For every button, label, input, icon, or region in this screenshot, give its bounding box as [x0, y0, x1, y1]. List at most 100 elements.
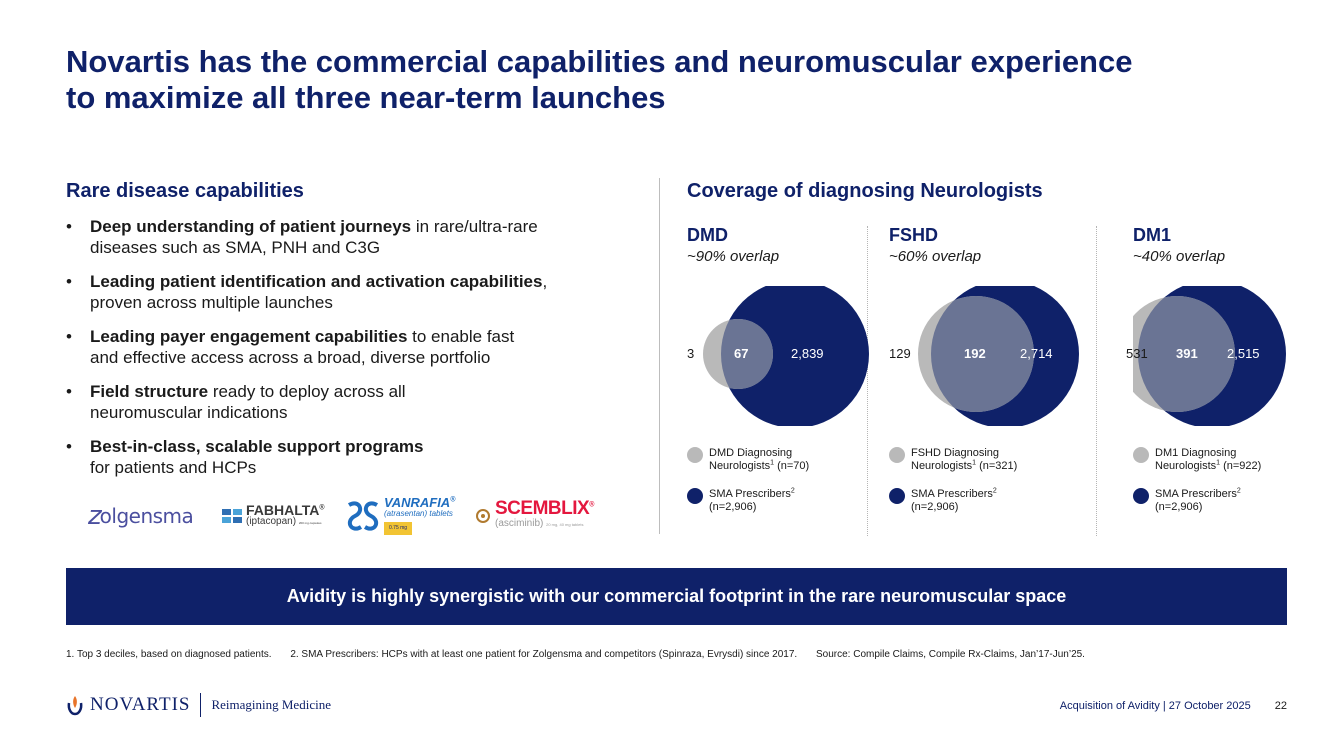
dmd-sma-only-count: 2,839 [791, 346, 824, 361]
bullet-dot: • [66, 327, 72, 346]
fshd-column: FSHD ~60% overlap 129 192 2,714 FSHD Dia… [889, 224, 1109, 544]
rare-disease-heading: Rare disease capabilities [66, 180, 304, 202]
dm1-column: DM1 ~40% overlap 531 391 2,515 DM1 Diagn… [1126, 224, 1333, 544]
fabhalta-logo: FABHALTA® (iptacopan) 200 mg capsules [222, 494, 332, 538]
novartis-flame-icon [67, 696, 83, 716]
legend-count: (n=922) [1220, 460, 1262, 472]
scemblix-generic: (asciminib) [495, 517, 544, 529]
legend-footnote-ref: 1 [770, 459, 775, 467]
event-label: Acquisition of Avidity | 27 October 2025 [1059, 700, 1251, 712]
legend-label: DM1 Diagnosing [1155, 447, 1237, 459]
capability-item: • Deep understanding of patient journeys… [66, 216, 626, 258]
column-divider [1096, 226, 1097, 536]
dm1-overlap-count: 391 [1176, 346, 1198, 361]
section-divider [659, 178, 660, 534]
legend-footnote-ref: 1 [1216, 459, 1221, 467]
scemblix-reg: ® [589, 501, 594, 509]
fshd-venn-diagram [918, 286, 1079, 426]
legend-label: SMA Prescribers [1155, 488, 1237, 500]
capability-bold: Leading patient identification and activ… [90, 272, 543, 291]
scemblix-name: SCEMBLIX [495, 497, 590, 519]
dm1-venn-diagram [1133, 286, 1286, 426]
legend-label: Neurologists [1155, 460, 1217, 472]
page-title-line-2: to maximize all three near-term launches [66, 80, 666, 115]
column-divider [867, 226, 868, 536]
fabhalta-reg: ® [319, 503, 325, 511]
legend-count: (n=2,906) [709, 501, 757, 513]
coverage-heading: Coverage of diagnosing Neurologists [687, 180, 1043, 202]
fshd-only-count: 129 [889, 346, 911, 361]
legend-count: (n=70) [774, 460, 810, 472]
bullet-dot: • [66, 382, 72, 401]
capability-item: • Field structure ready to deploy across… [66, 381, 626, 423]
bullet-dot: • [66, 272, 72, 291]
capability-text-line-2: and effective access across a broad, div… [90, 348, 491, 367]
scemblix-logo: SCEMBLIX® (asciminib) 20 mg, 40 mg table… [476, 494, 601, 538]
legend-navy-swatch [889, 488, 905, 504]
dm1-title: DM1 [1133, 225, 1172, 245]
legend-label: DMD Diagnosing [709, 447, 793, 459]
footnotes: 1. Top 3 deciles, based on diagnosed pat… [66, 649, 1101, 660]
zolgensma-logo: z olgensma [88, 494, 206, 538]
legend-grey-swatch [687, 447, 703, 463]
dmd-overlap-count: 67 [734, 346, 749, 361]
legend-count: (n=2,906) [1155, 501, 1203, 513]
fshd-sma-only-count: 2,714 [1020, 346, 1053, 361]
fabhalta-generic: (iptacopan) [246, 515, 297, 527]
fabhalta-mark-icon [222, 509, 242, 523]
capability-text-line-2: diseases such as SMA, PNH and C3G [90, 238, 381, 257]
legend-count: (n=2,906) [911, 501, 959, 513]
capability-text-line-2: for patients and HCPs [90, 458, 257, 477]
vanrafia-name: VANRAFIA [384, 495, 451, 510]
dmd-venn-diagram [703, 286, 869, 426]
scemblix-mark-icon [476, 509, 490, 523]
capability-text-line-2: proven across multiple launches [90, 293, 333, 312]
capability-text: in rare/ultra-rare [411, 217, 538, 236]
legend-navy-swatch [687, 488, 703, 504]
fshd-overlap-count: 192 [964, 346, 986, 361]
page-title-line-1: Novartis has the commercial capabilities… [66, 44, 1133, 79]
vanrafia-generic: (atrasentan) tablets [384, 509, 453, 518]
capability-text: ready to deploy across all [208, 382, 406, 401]
bullet-dot: • [66, 437, 72, 456]
bullet-dot: • [66, 217, 72, 236]
vanrafia-reg: ® [450, 496, 456, 504]
brand-separator [200, 693, 202, 717]
legend-footnote-ref: 1 [972, 459, 977, 467]
page-title: Novartis has the commercial capabilities… [66, 44, 1266, 116]
capability-bold: Best-in-class, scalable support programs [90, 437, 424, 456]
legend-count: (n=321) [976, 460, 1018, 472]
dmd-only-count: 3 [687, 346, 695, 361]
legend-label: SMA Prescribers [709, 488, 791, 500]
fabhalta-name: FABHALTA [246, 501, 320, 518]
footer-info: Acquisition of Avidity | 27 October 2025… [1060, 700, 1287, 712]
footnote-2: 2. SMA Prescribers: HCPs with at least o… [290, 649, 798, 660]
zolgensma-logo-z: z [88, 501, 102, 531]
capability-item: • Leading patient identification and act… [66, 271, 626, 313]
fshd-title: FSHD [889, 225, 938, 245]
capability-bold: Deep understanding of patient journeys [90, 217, 412, 236]
legend-grey-swatch [889, 447, 905, 463]
vanrafia-mark-icon [347, 501, 379, 531]
vanrafia-logo: VANRAFIA® (atrasentan) tablets 0.75 mg [345, 494, 465, 538]
capability-text-line-2: neuromuscular indications [90, 403, 288, 422]
dmd-overlap: ~90% overlap [687, 248, 780, 265]
dm1-overlap-region [1138, 296, 1235, 412]
legend-footnote-ref: 2 [1236, 487, 1241, 495]
capability-item: • Best-in-class, scalable support progra… [66, 436, 626, 478]
footnote-source: Source: Compile Claims, Compile Rx-Claim… [815, 649, 1085, 660]
scemblix-dose: 20 mg, 40 mg tablets [546, 521, 584, 527]
capability-bold: Leading payer engagement capabilities [90, 327, 408, 346]
brand-tagline: Reimagining Medicine [211, 697, 331, 712]
capability-bold: Field structure [90, 382, 209, 401]
synergy-banner: Avidity is highly synergistic with our c… [66, 568, 1287, 625]
product-logos: z olgensma FABHALTA® (iptacopan) 200 mg … [88, 494, 628, 538]
legend-label: Neurologists [911, 460, 973, 472]
vanrafia-dose: 0.75 mg [384, 522, 413, 535]
legend-navy-swatch [1133, 488, 1149, 504]
dm1-overlap: ~40% overlap [1133, 248, 1226, 265]
capability-item: • Leading payer engagement capabilities … [66, 326, 626, 368]
fshd-overlap-region [931, 296, 1034, 412]
novartis-brand: NOVARTIS Reimagining Medicine [66, 692, 331, 718]
legend-grey-swatch [1133, 447, 1149, 463]
